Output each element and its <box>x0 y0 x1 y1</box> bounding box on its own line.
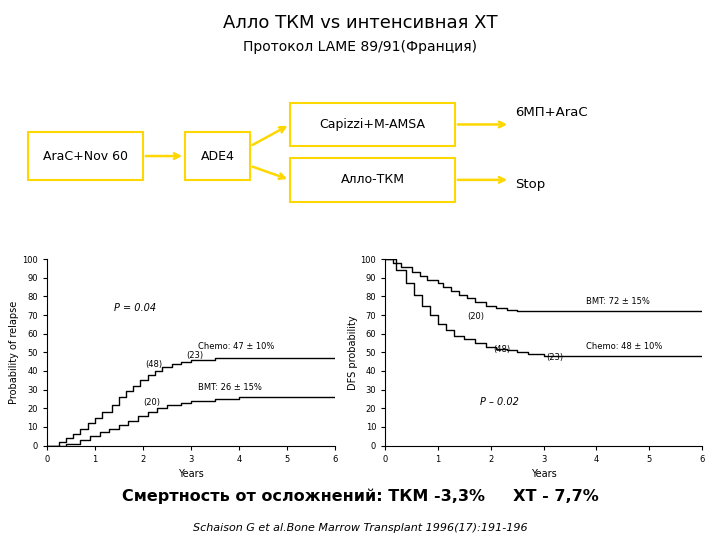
Text: BMT: 72 ± 15%: BMT: 72 ± 15% <box>586 297 649 306</box>
FancyBboxPatch shape <box>290 103 455 146</box>
Text: Chemo: 48 ± 10%: Chemo: 48 ± 10% <box>586 342 662 350</box>
X-axis label: Years: Years <box>178 469 204 479</box>
Text: Алло ТКМ vs интенсивная ХТ: Алло ТКМ vs интенсивная ХТ <box>222 14 498 31</box>
Text: Stop: Stop <box>515 178 545 191</box>
Text: (23): (23) <box>546 353 563 362</box>
Text: (20): (20) <box>467 312 484 321</box>
Text: AraC+Nov 60: AraC+Nov 60 <box>43 150 128 163</box>
FancyBboxPatch shape <box>185 132 250 180</box>
Text: Смертность от осложнений: ТКМ -3,3%     ХТ - 7,7%: Смертность от осложнений: ТКМ -3,3% ХТ -… <box>122 489 598 504</box>
Text: (48): (48) <box>145 360 162 369</box>
Text: ADE4: ADE4 <box>201 150 235 163</box>
FancyBboxPatch shape <box>290 158 455 202</box>
Text: BMT: 26 ± 15%: BMT: 26 ± 15% <box>198 383 262 391</box>
Text: (23): (23) <box>186 351 203 360</box>
Text: Алло-ТКМ: Алло-ТКМ <box>341 173 405 186</box>
Text: Schaison G et al.Bone Marrow Transplant 1996(17):191-196: Schaison G et al.Bone Marrow Transplant … <box>193 523 527 533</box>
Text: 6МП+AraC: 6МП+AraC <box>515 106 588 119</box>
Text: P – 0.02: P – 0.02 <box>480 396 519 407</box>
Text: Протокол LAME 89/91(Франция): Протокол LAME 89/91(Франция) <box>243 40 477 55</box>
Text: (48): (48) <box>493 346 510 354</box>
Text: Capizzi+M-AMSA: Capizzi+M-AMSA <box>320 118 426 131</box>
Text: (20): (20) <box>143 397 160 407</box>
X-axis label: Years: Years <box>531 469 557 479</box>
Text: Chemo: 47 ± 10%: Chemo: 47 ± 10% <box>198 342 274 350</box>
FancyBboxPatch shape <box>28 132 143 180</box>
Y-axis label: Probability of relapse: Probability of relapse <box>9 301 19 404</box>
Text: P = 0.04: P = 0.04 <box>114 303 156 313</box>
Y-axis label: DFS probability: DFS probability <box>348 315 358 390</box>
